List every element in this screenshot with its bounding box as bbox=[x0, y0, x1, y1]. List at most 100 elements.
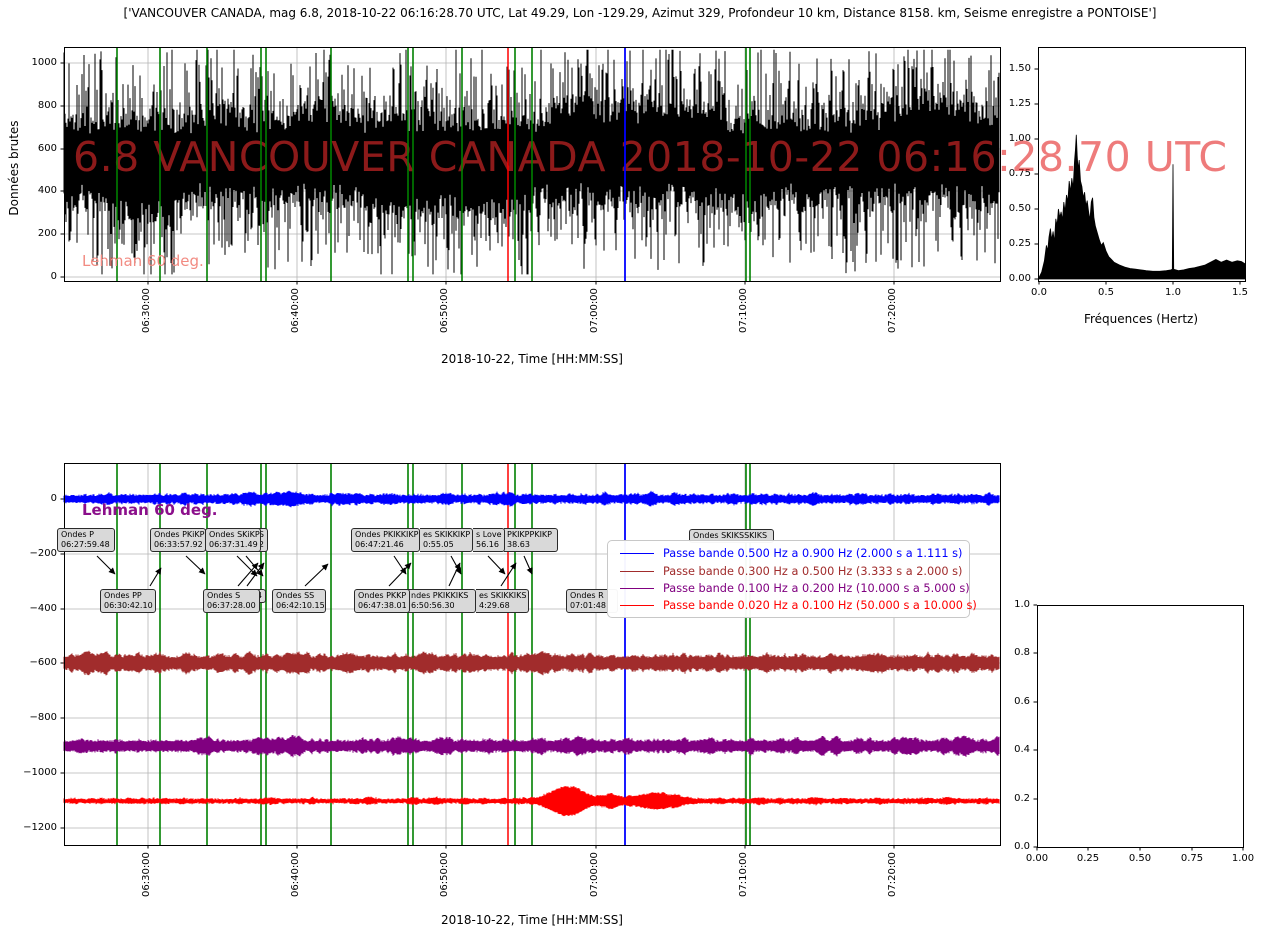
spectrum-xlabel: Fréquences (Hertz) bbox=[1083, 312, 1199, 326]
phase-arrow bbox=[487, 555, 506, 575]
y-tick-label: 0.8 bbox=[1014, 646, 1030, 658]
y-tick-label: 1.50 bbox=[1008, 62, 1031, 74]
phase-annotation: Ondes SKiKP 06:37:31.49 bbox=[205, 528, 261, 552]
phase-label: Ondes S bbox=[207, 591, 241, 600]
phase-time: 06:47:38.01 bbox=[358, 601, 407, 610]
y-tick-label: 0.50 bbox=[1008, 202, 1031, 214]
legend-item-label: Passe bande 0.500 Hz a 0.900 Hz (2.000 s… bbox=[663, 547, 963, 561]
phase-time: 07:01:48 bbox=[570, 601, 606, 610]
legend-item: Passe bande 0.020 Hz a 0.100 Hz (50.000 … bbox=[620, 597, 977, 614]
phase-label: Ondes PKIKKIKP bbox=[355, 530, 419, 539]
phase-label: Ondes PKKP bbox=[358, 591, 407, 600]
y-tick-label: 1.00 bbox=[1008, 132, 1031, 144]
phase-time: 06:33:57.92 bbox=[154, 540, 203, 549]
legend-line-swatch bbox=[620, 553, 654, 555]
phase-time: 4:29.68 bbox=[479, 601, 510, 610]
spectrum-axes-frame bbox=[1038, 47, 1246, 282]
y-tick-label: −1000 bbox=[23, 766, 57, 778]
y-tick-label: −800 bbox=[29, 711, 57, 723]
phase-arrow bbox=[96, 555, 116, 575]
x-tick-label: 0.0 bbox=[1031, 287, 1047, 298]
phase-label: ndes PKIKKIKS bbox=[411, 591, 469, 600]
y-tick-label: 0 bbox=[50, 492, 57, 504]
filtered-plot-note: Lehman 60 deg. bbox=[82, 501, 218, 519]
phase-annotation: Ondes PKiKP 06:33:57.92 bbox=[150, 528, 206, 552]
y-tick-label: 0.75 bbox=[1008, 167, 1031, 179]
phase-annotation: s Love 56.16 bbox=[473, 528, 505, 552]
y-tick-label: 1000 bbox=[31, 56, 57, 68]
legend-item: Passe bande 0.300 Hz a 0.500 Hz (3.333 s… bbox=[620, 562, 969, 579]
empty-axes-frame bbox=[1037, 605, 1244, 848]
phase-label: PKIKPPKIKP bbox=[507, 530, 552, 539]
phase-annotation: PKIKPPKIKP 38.63 bbox=[504, 528, 558, 552]
phase-time: 38.63 bbox=[507, 540, 530, 549]
filtered-plot-xlabel: 2018-10-22, Time [HH:MM:SS] bbox=[441, 913, 623, 927]
y-tick-label: −1200 bbox=[23, 821, 57, 833]
x-tick-label: 0.75 bbox=[1180, 853, 1204, 864]
phase-time: 56.16 bbox=[476, 540, 499, 549]
raw-axes-frame bbox=[64, 47, 1001, 282]
x-tick-label: 1.5 bbox=[1232, 287, 1248, 298]
legend-line-swatch bbox=[620, 605, 654, 607]
x-tick-label: 0.00 bbox=[1025, 853, 1049, 864]
legend-item: Passe bande 0.100 Hz a 0.200 Hz (10.000 … bbox=[620, 580, 970, 597]
legend-line-swatch bbox=[620, 587, 654, 589]
phase-time: 2 bbox=[258, 540, 264, 549]
y-tick-label: −600 bbox=[29, 656, 57, 668]
filtered-axes-frame bbox=[64, 463, 1001, 846]
y-tick-label: 0.00 bbox=[1008, 272, 1031, 284]
y-tick-label: 1.25 bbox=[1008, 97, 1031, 109]
x-tick-label: 1.0 bbox=[1165, 287, 1181, 298]
y-tick-label: 600 bbox=[37, 142, 57, 154]
phase-arrow bbox=[246, 562, 265, 587]
x-tick-label: 0.5 bbox=[1098, 287, 1114, 298]
phase-time: 06:30:42.10 bbox=[104, 601, 153, 610]
phase-label: Ondes SKiKP bbox=[209, 530, 260, 539]
phase-arrow bbox=[448, 562, 461, 587]
phase-annotation: ndes PKIKKIKS 6:50:56.30 bbox=[408, 589, 476, 613]
y-tick-label: 200 bbox=[37, 227, 57, 239]
phase-annotation: Ondes PKKP 06:47:38.01 bbox=[354, 589, 410, 613]
phase-annotation: Ondes PKIKKIKP 06:47:21.46 bbox=[351, 528, 420, 552]
phase-label: Ondes PKiKP bbox=[154, 530, 205, 539]
raw-plot-note: Lehman 60 deg. bbox=[82, 252, 204, 270]
phase-label: Ondes P bbox=[61, 530, 94, 539]
phase-arrow bbox=[304, 563, 329, 587]
phase-arrow bbox=[237, 562, 259, 587]
y-tick-label: 0.25 bbox=[1008, 237, 1031, 249]
phase-label: S bbox=[258, 530, 264, 539]
phase-annotation: Ondes P 06:27:59.48 bbox=[57, 528, 115, 552]
spectrum-area bbox=[1038, 134, 1246, 280]
legend-item-label: Passe bande 0.100 Hz a 0.200 Hz (10.000 … bbox=[663, 581, 970, 595]
phase-annotation: Ondes SS 06:42:10.15 bbox=[272, 589, 326, 613]
phase-label: Ondes PP bbox=[104, 591, 142, 600]
phase-arrow bbox=[388, 562, 412, 587]
phase-label: s Love bbox=[476, 530, 502, 539]
phase-arrow bbox=[236, 555, 258, 577]
y-tick-label: 800 bbox=[37, 99, 57, 111]
legend-item: Passe bande 0.500 Hz a 0.900 Hz (2.000 s… bbox=[620, 545, 969, 562]
phase-label: es SKIKKIKS bbox=[479, 591, 527, 600]
y-tick-label: 0.0 bbox=[1014, 840, 1030, 852]
phase-time: 06:27:59.48 bbox=[61, 540, 110, 549]
legend-item-label: Passe bande 0.300 Hz a 0.500 Hz (3.333 s… bbox=[663, 564, 963, 578]
legend: Passe bande 0.500 Hz a 0.900 Hz (2.000 s… bbox=[607, 540, 977, 618]
y-tick-label: 0.6 bbox=[1014, 695, 1030, 707]
phase-time: 06:37:28.00 bbox=[207, 601, 256, 610]
phase-label: Ondes SS bbox=[276, 591, 315, 600]
phase-annotation: Ondes PP 06:30:42.10 bbox=[100, 589, 156, 613]
phase-time: 6:50:56.30 bbox=[411, 601, 455, 610]
y-tick-label: 1.0 bbox=[1014, 598, 1030, 610]
phase-annotation: es SKIKKIKP 0:55.05 bbox=[420, 528, 473, 552]
phase-time: 06:42:10.15 bbox=[276, 601, 325, 610]
phase-arrow bbox=[149, 567, 162, 587]
x-tick-label: 1.00 bbox=[1231, 853, 1255, 864]
phase-time: 0:55.05 bbox=[423, 540, 454, 549]
x-tick-label: 0.50 bbox=[1128, 853, 1152, 864]
legend-line-swatch bbox=[620, 570, 654, 572]
legend-item-label: Passe bande 0.020 Hz a 0.100 Hz (50.000 … bbox=[663, 599, 977, 613]
phase-time: 06:47:21.46 bbox=[355, 540, 404, 549]
